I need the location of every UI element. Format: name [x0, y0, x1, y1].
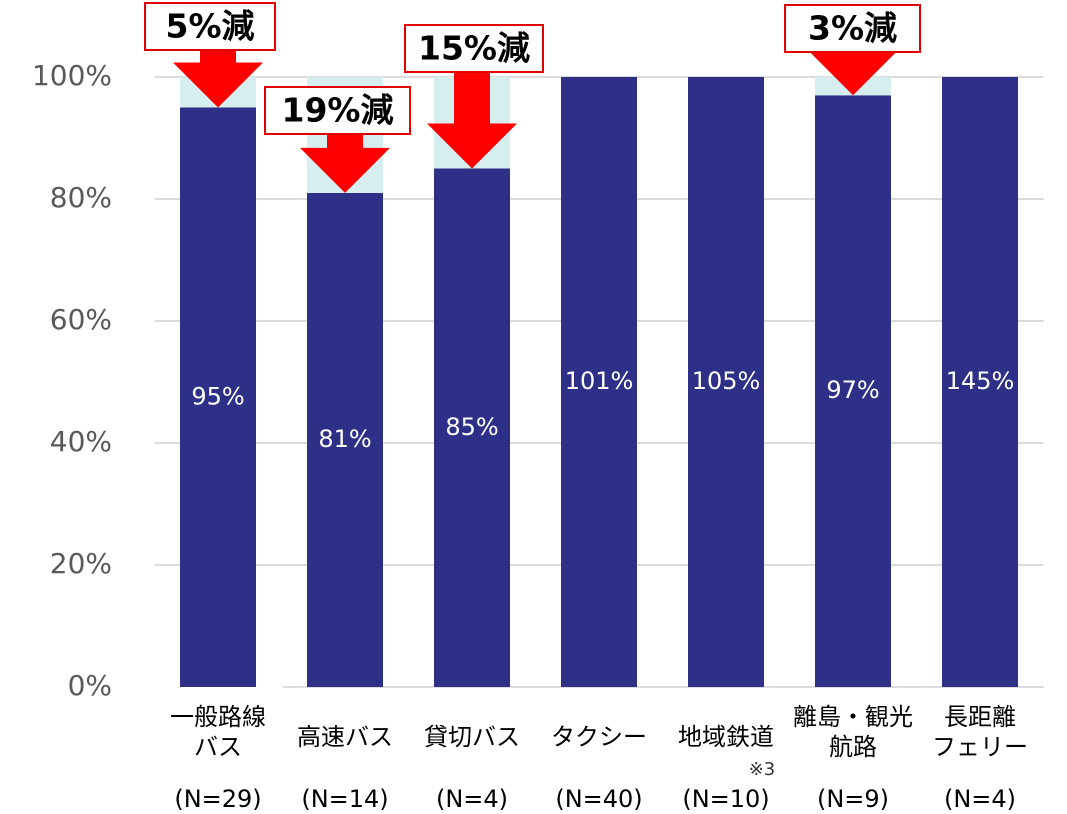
- bar-segment: [434, 168, 510, 687]
- arrow: [173, 50, 263, 108]
- value-label: 95%: [191, 382, 244, 410]
- x-tick-label: 貸切バス: [424, 723, 520, 751]
- sample-label: (N=4): [436, 785, 508, 813]
- x-tick-label: 一般路線: [170, 703, 266, 731]
- annotation-box: [264, 86, 411, 135]
- value-label: 105%: [692, 367, 761, 395]
- x-tick-label: 航路: [829, 733, 877, 761]
- x-tick-label: 地域鉄道: [678, 723, 774, 751]
- annotation: 5%減: [165, 7, 254, 46]
- sample-label: (N=29): [174, 785, 261, 813]
- bar-segment: [561, 77, 637, 687]
- category-note: ※3: [749, 759, 776, 780]
- value-label: 145%: [946, 367, 1015, 395]
- annotation-box: [144, 2, 276, 51]
- x-tick-label: 高速バス: [297, 723, 393, 751]
- bars: [180, 77, 1018, 688]
- sample-label: (N=14): [301, 785, 388, 813]
- sample-label: (N=4): [944, 785, 1016, 813]
- sample-label: (N=10): [682, 785, 769, 813]
- y-tick-label: 60%: [50, 303, 112, 336]
- annotation: 15%減: [418, 29, 530, 68]
- arrow: [300, 134, 390, 193]
- annotation: 3%減: [808, 9, 897, 48]
- x-tick-label: 長距離: [944, 703, 1016, 731]
- bar-segment: [688, 77, 764, 687]
- grid: 0% 20% 40% 60% 80% 100%: [32, 59, 1044, 702]
- sample-label: (N=9): [817, 785, 889, 813]
- annotation: 19%減: [282, 91, 394, 130]
- annotation-box: [404, 24, 544, 73]
- value-label: 97%: [826, 376, 879, 404]
- y-tick-label: 100%: [32, 59, 112, 92]
- x-tick-label: フェリー: [932, 733, 1028, 761]
- bar-segment: [815, 95, 891, 688]
- x-tick-label: バス: [194, 733, 242, 761]
- bar-segment: [307, 192, 383, 687]
- y-tick-label: 40%: [50, 425, 112, 458]
- bar-segment: [180, 107, 256, 687]
- value-label: 101%: [565, 367, 634, 395]
- bar-segment: [942, 77, 1018, 687]
- sample-label: (N=40): [555, 785, 642, 813]
- x-tick-label: タクシー: [551, 723, 647, 751]
- y-tick-label: 80%: [50, 181, 112, 214]
- y-tick-label: 20%: [50, 547, 112, 580]
- arrow: [808, 50, 898, 96]
- value-label: 85%: [445, 413, 498, 441]
- x-tick-label: 離島・観光: [793, 703, 913, 731]
- value-label: 81%: [318, 425, 371, 453]
- y-tick-label: 0%: [68, 669, 112, 702]
- arrow: [427, 72, 517, 169]
- annotation-box: [784, 4, 921, 53]
